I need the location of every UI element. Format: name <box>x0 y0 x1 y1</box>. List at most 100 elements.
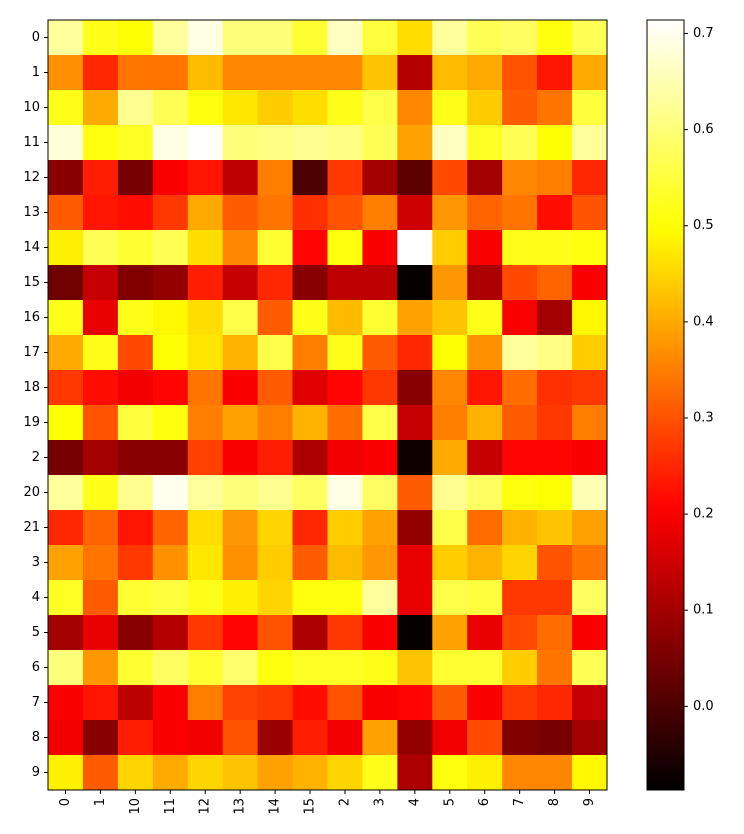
heatmap-cell <box>467 475 503 511</box>
heatmap-cell <box>152 265 189 301</box>
heatmap-cell <box>362 195 398 231</box>
heatmap-cell <box>292 685 328 721</box>
heatmap-cell <box>48 160 84 196</box>
heatmap-cell <box>257 545 294 581</box>
heatmap-cell <box>502 160 538 196</box>
heatmap-cell <box>117 195 154 231</box>
heatmap-cell <box>187 300 224 336</box>
heatmap-cell <box>48 230 84 266</box>
heatmap-cell <box>537 335 573 371</box>
y-tick-label: 10 <box>23 100 40 115</box>
heatmap-cell <box>48 475 84 511</box>
heatmap-cell <box>117 475 154 511</box>
heatmap-cell <box>257 755 294 791</box>
y-tick-label: 20 <box>23 485 40 500</box>
heatmap-cell <box>327 580 363 616</box>
heatmap-cell <box>187 125 224 161</box>
colorbar-tick-label: 0.5 <box>693 218 714 233</box>
heatmap-cell <box>397 160 433 196</box>
colorbar-tick-label: 0.3 <box>693 410 714 425</box>
heatmap-cell <box>397 475 433 511</box>
heatmap-cell <box>152 300 189 336</box>
heatmap-cell <box>502 615 538 651</box>
heatmap-cell <box>362 440 398 476</box>
heatmap-cell <box>117 265 154 301</box>
heatmap-cell <box>467 160 503 196</box>
heatmap-cell <box>187 475 224 511</box>
heatmap-cell <box>48 335 84 371</box>
heatmap-cell <box>117 125 154 161</box>
heatmap-cell <box>257 160 294 196</box>
heatmap-cell <box>397 20 433 56</box>
heatmap-cell <box>152 440 189 476</box>
heatmap-cell <box>117 55 154 91</box>
heatmap-cell <box>48 615 84 651</box>
heatmap-cell <box>467 545 503 581</box>
y-tick-label: 3 <box>32 555 40 570</box>
heatmap-cell <box>152 510 189 546</box>
heatmap-cell <box>432 580 468 616</box>
heatmap-cell <box>572 300 608 336</box>
heatmap-cell <box>292 20 328 56</box>
heatmap-cell <box>257 720 294 756</box>
heatmap-cell <box>432 195 468 231</box>
heatmap-cell <box>222 510 259 546</box>
heatmap-cell <box>48 720 84 756</box>
heatmap-cell <box>222 230 259 266</box>
heatmap-cell <box>537 90 573 126</box>
heatmap-cell <box>502 90 538 126</box>
heatmap-cell <box>327 335 363 371</box>
heatmap-cell <box>397 370 433 406</box>
heatmap-cell <box>222 195 259 231</box>
x-tick-label: 6 <box>477 798 492 806</box>
heatmap-cell <box>432 475 468 511</box>
heatmap-cell <box>82 300 119 336</box>
heatmap-cell <box>537 125 573 161</box>
heatmap-cell <box>257 265 294 301</box>
heatmap-cell <box>292 90 328 126</box>
heatmap-cell <box>187 615 224 651</box>
heatmap-cell <box>502 55 538 91</box>
heatmap-cell <box>187 20 224 56</box>
heatmap-cell <box>467 370 503 406</box>
y-tick-label: 16 <box>23 310 40 325</box>
heatmap-cell <box>467 405 503 441</box>
heatmap-cell <box>152 650 189 686</box>
heatmap-cell <box>257 685 294 721</box>
heatmap-cell <box>48 580 84 616</box>
y-tick-label: 18 <box>23 380 40 395</box>
heatmap-cell <box>572 650 608 686</box>
heatmap-cell <box>502 475 538 511</box>
heatmap-cell <box>327 55 363 91</box>
y-tick-label: 4 <box>32 590 40 605</box>
heatmap-cell <box>222 55 259 91</box>
heatmap-cell <box>397 405 433 441</box>
heatmap-cell <box>48 650 84 686</box>
heatmap-cell <box>537 20 573 56</box>
colorbar <box>646 19 685 791</box>
heatmap-cell <box>467 335 503 371</box>
heatmap-cell <box>222 545 259 581</box>
heatmap-cell <box>537 615 573 651</box>
heatmap-cell <box>467 685 503 721</box>
heatmap-cell <box>502 440 538 476</box>
heatmap-cell <box>327 475 363 511</box>
heatmap-cell <box>257 125 294 161</box>
heatmap-cell <box>572 265 608 301</box>
heatmap-cell <box>362 90 398 126</box>
heatmap-cell <box>117 230 154 266</box>
heatmap-cell <box>397 685 433 721</box>
heatmap-cell <box>292 475 328 511</box>
heatmap-cell <box>432 720 468 756</box>
heatmap-cell <box>187 195 224 231</box>
heatmap-cell <box>292 650 328 686</box>
heatmap-cell <box>117 545 154 581</box>
heatmap-cell <box>82 405 119 441</box>
heatmap-cell <box>572 755 608 791</box>
heatmap-cell <box>152 580 189 616</box>
colorbar-tick-label: 0.0 <box>693 699 714 714</box>
heatmap-cell <box>572 125 608 161</box>
heatmap-cell <box>502 125 538 161</box>
heatmap-cell <box>257 20 294 56</box>
heatmap-cell <box>327 405 363 441</box>
